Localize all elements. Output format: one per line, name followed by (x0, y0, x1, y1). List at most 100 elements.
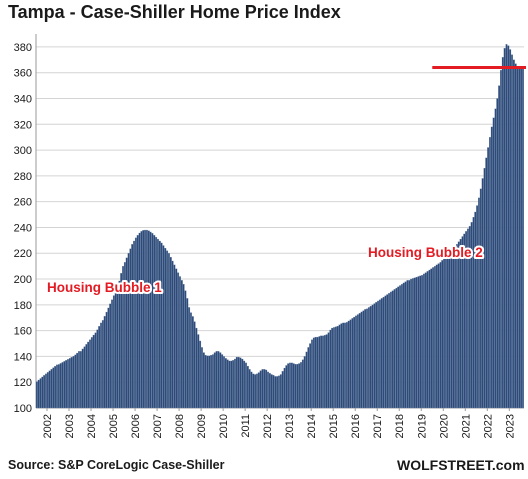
bar (404, 281, 407, 409)
bar (340, 323, 343, 409)
bar (318, 336, 321, 409)
bar (476, 205, 479, 409)
y-tick-label: 140 (14, 351, 32, 363)
bar (151, 233, 154, 409)
bar (63, 361, 66, 409)
bar (234, 358, 236, 409)
bar (443, 258, 446, 409)
bar (199, 340, 202, 409)
bar (378, 299, 381, 409)
bar (494, 108, 497, 409)
x-tick-label: 2013 (284, 414, 296, 438)
bar (70, 357, 73, 409)
bar (455, 244, 458, 409)
bar (188, 307, 191, 409)
bar (492, 117, 495, 409)
bar (446, 254, 449, 409)
gridlines (35, 34, 524, 409)
bar (267, 371, 269, 409)
bar (166, 250, 169, 409)
y-tick-label: 160 (14, 326, 32, 338)
bar (208, 355, 211, 409)
bar (145, 229, 148, 409)
bar (107, 307, 110, 409)
bar (395, 287, 398, 409)
bar (221, 354, 224, 409)
bar (397, 286, 400, 409)
bar (232, 360, 235, 409)
bar (123, 262, 126, 409)
bar (399, 285, 402, 409)
bar (507, 45, 510, 409)
bar (472, 217, 475, 409)
bar (54, 366, 57, 409)
bar (142, 230, 145, 409)
bar (406, 280, 409, 409)
bar (435, 264, 438, 409)
x-tick-label: 2003 (64, 414, 76, 438)
bar (200, 347, 203, 409)
bar (389, 291, 392, 409)
bar (391, 290, 394, 409)
bar (303, 356, 306, 409)
x-tick-label: 2011 (240, 414, 252, 438)
bar (169, 256, 172, 409)
x-tick-label: 2010 (218, 414, 230, 438)
bar (292, 363, 295, 409)
bar (98, 326, 101, 409)
bar (45, 373, 47, 409)
bar (268, 373, 271, 409)
bar (452, 248, 455, 409)
bar (197, 334, 200, 409)
bar (202, 352, 205, 409)
bars (35, 44, 524, 409)
bar (103, 316, 106, 409)
annotation-label: Housing Bubble 1 (47, 280, 162, 295)
bar (153, 235, 156, 409)
bar (186, 298, 189, 409)
bar (424, 272, 427, 409)
bar (305, 351, 308, 409)
bar (134, 237, 137, 409)
bar (41, 376, 44, 409)
bar (156, 238, 159, 409)
bar (283, 367, 286, 409)
x-tick-label: 2019 (416, 414, 428, 438)
bar (129, 248, 132, 409)
bar (323, 335, 326, 409)
bar (369, 305, 372, 409)
bar (239, 357, 242, 409)
annotation-label: Housing Bubble 2 (368, 245, 483, 260)
bar (263, 369, 266, 409)
bar (144, 229, 147, 409)
bar (347, 320, 350, 409)
bar (481, 178, 484, 409)
bar (105, 311, 108, 409)
bar (76, 352, 79, 409)
bar (50, 369, 53, 409)
bar (87, 341, 90, 409)
bar (325, 334, 328, 409)
bar (351, 318, 354, 409)
source-text: Source: S&P CoreLogic Case-Shiller (8, 458, 225, 472)
x-tick-label: 2008 (174, 414, 186, 438)
bar (46, 372, 49, 409)
x-tick-label: 2002 (42, 414, 54, 438)
bar (37, 379, 40, 409)
x-tick-label: 2012 (262, 414, 274, 438)
bar (272, 374, 275, 409)
bar (290, 362, 293, 409)
bar (235, 356, 238, 409)
bar (485, 157, 488, 409)
y-tick-label: 220 (14, 248, 32, 260)
bar (358, 313, 361, 409)
y-tick-label: 120 (14, 377, 32, 389)
bar (509, 49, 512, 409)
bar (309, 343, 312, 409)
bar (79, 351, 82, 409)
bar (241, 358, 244, 409)
bar (67, 359, 69, 409)
x-axis-ticks: 2002 2003 2004 2005 2006 2007 2008 2009 2010 2011… (42, 408, 516, 438)
bar (518, 67, 521, 409)
y-tick-label: 340 (14, 93, 32, 105)
